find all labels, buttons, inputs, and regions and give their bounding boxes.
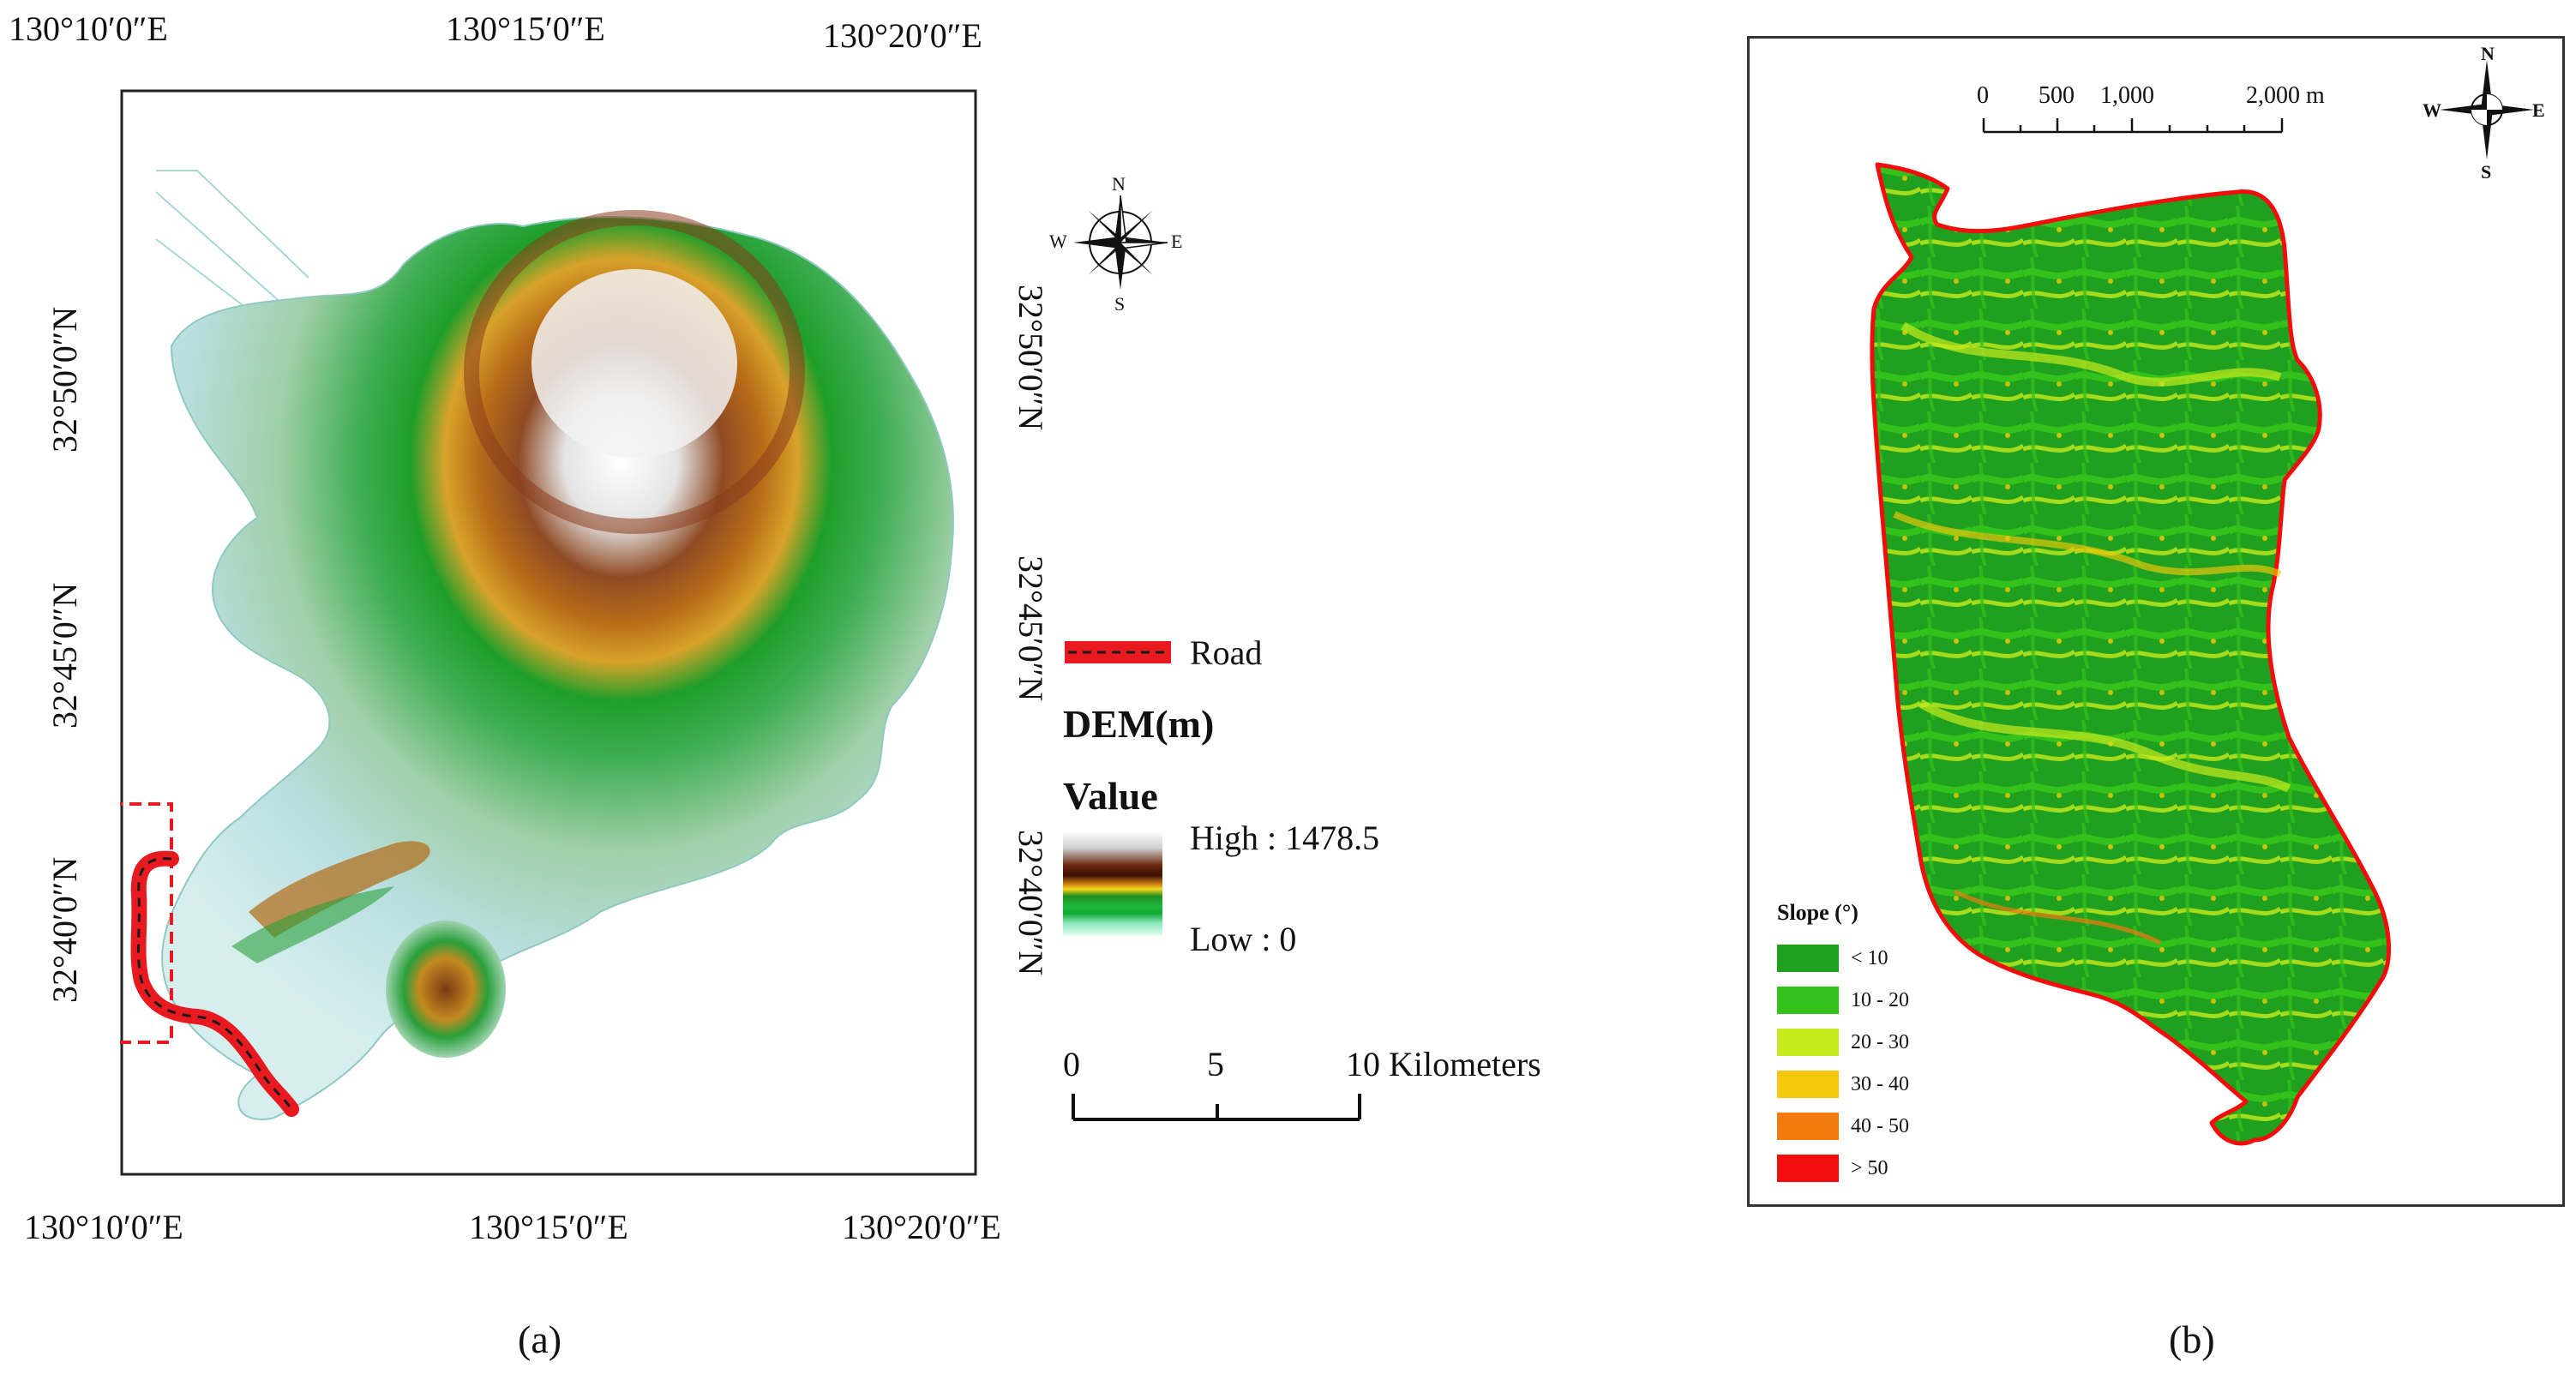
- slope-legend-label: 30 - 40: [1851, 1073, 1909, 1095]
- slope-legend-label: < 10: [1851, 947, 1888, 969]
- east-label-a: E: [1171, 231, 1183, 252]
- compass-cross-icon: [2440, 60, 2534, 159]
- summit: [531, 269, 737, 458]
- slope-legend-label: 10 - 20: [1851, 989, 1909, 1011]
- slope-legend-swatch: [1777, 1071, 1839, 1098]
- ridge-b-2: [1893, 511, 2282, 578]
- south-label-b: S: [2481, 161, 2492, 183]
- scale-bar-a: 0 5 10 Kilometers: [1063, 1047, 1577, 1133]
- road-legend-swatch: [1065, 641, 1171, 663]
- left-tick-3: 32°40′0″N: [45, 856, 84, 1003]
- dem-title: DEM(m): [1063, 702, 1215, 746]
- slope-legend-title: Slope (°): [1777, 900, 1858, 925]
- south-label-a: S: [1114, 293, 1126, 315]
- slope-legend-label: 20 - 30: [1851, 1031, 1909, 1053]
- scale-a-bar: [1072, 1094, 1361, 1121]
- slope-legend-swatch: [1777, 987, 1839, 1014]
- north-label-a: N: [1112, 173, 1126, 195]
- slope-map: [1870, 162, 2391, 1146]
- slope-legend-label: 40 - 50: [1851, 1115, 1909, 1137]
- southern-hill: [386, 921, 506, 1058]
- scale-b-tick-2000: 2,000 m: [2246, 82, 2325, 109]
- scale-b-bar: [1982, 118, 2284, 134]
- west-label-b: W: [2423, 99, 2441, 121]
- right-tick-1: 32°50′0″N: [1012, 285, 1050, 431]
- right-tick-3: 32°40′0″N: [1012, 830, 1050, 976]
- bottom-tick-3: 130°20′0″E: [842, 1208, 1001, 1246]
- top-tick-3: 130°20′0″E: [823, 16, 982, 55]
- scale-b-tick-500: 500: [2039, 82, 2075, 109]
- scale-bar-b: 0 500 1,000 2,000 m: [1972, 82, 2366, 142]
- ridge-b-3: [1918, 699, 2291, 793]
- ridge-sw: [249, 841, 430, 938]
- dem-low-label: Low : 0: [1190, 920, 1297, 958]
- study-area-box: [120, 802, 173, 1044]
- scale-a-tick-10: 10 Kilometers: [1346, 1045, 1541, 1083]
- top-tick-2: 130°15′0″E: [446, 9, 605, 48]
- north-arrow-b: N S E W: [2423, 41, 2545, 183]
- ridge-sw-2: [231, 886, 394, 963]
- west-label-a: W: [1049, 231, 1067, 252]
- road-legend: Road: [1063, 636, 1354, 687]
- scale-a-tick-5: 5: [1207, 1045, 1224, 1083]
- dem-high-label: High : 1478.5: [1190, 819, 1380, 857]
- left-tick-1: 32°50′0″N: [45, 306, 84, 453]
- slope-legend-swatch: [1777, 1029, 1839, 1056]
- road-legend-label: Road: [1190, 633, 1263, 672]
- bottom-tick-2: 130°15′0″E: [469, 1208, 628, 1246]
- ridge-b-4: [1953, 889, 2162, 945]
- north-arrow-a: N S E W: [1049, 173, 1185, 314]
- scale-a-tick-0: 0: [1063, 1045, 1080, 1083]
- caption-a: (a): [518, 1317, 562, 1361]
- slope-legend-swatch: [1777, 1155, 1839, 1182]
- slope-area: [1870, 162, 2391, 1146]
- dem-colour-ramp: [1063, 831, 1162, 936]
- scale-b-tick-0: 0: [1977, 82, 1989, 109]
- slope-legend-swatch: [1777, 1113, 1839, 1140]
- ridge-b-1: [1900, 321, 2282, 387]
- bottom-tick-1: 130°10′0″E: [24, 1208, 183, 1246]
- scale-b-tick-1000: 1,000: [2100, 82, 2154, 109]
- caption-b: (b): [2169, 1317, 2215, 1361]
- north-label-b: N: [2481, 43, 2495, 64]
- summit-ring: [464, 210, 805, 534]
- east-label-b: E: [2532, 99, 2545, 121]
- slope-legend-label: > 50: [1851, 1157, 1888, 1179]
- slope-legend-swatch: [1777, 945, 1839, 972]
- value-title: Value: [1063, 774, 1158, 818]
- left-tick-2: 32°45′0″N: [45, 582, 84, 729]
- top-tick-1: 130°10′0″E: [9, 9, 168, 48]
- right-tick-2: 32°45′0″N: [1012, 555, 1050, 702]
- dem-map: [120, 89, 977, 1176]
- compass-rose-icon: [1073, 195, 1168, 290]
